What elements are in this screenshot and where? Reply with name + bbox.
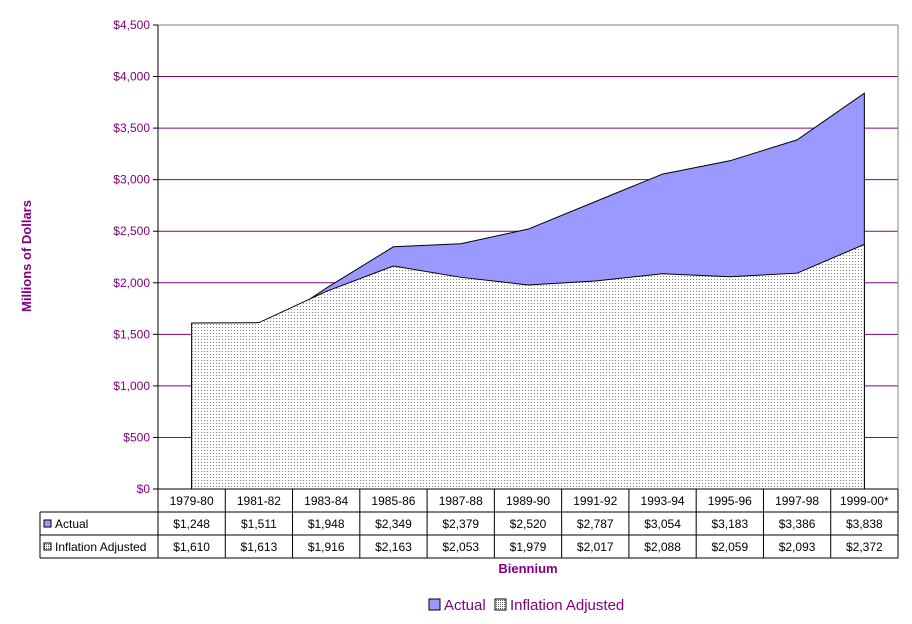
legend-key-actual [428,598,441,611]
table-value: $2,059 [711,540,748,554]
table-value: $2,017 [577,540,614,554]
x-category-label: 1997-98 [775,494,819,508]
area-inflation-adjusted [191,243,865,490]
x-axis-label: Biennium [498,561,557,576]
table-value: $2,093 [779,540,816,554]
x-category-label: 1987-88 [439,494,483,508]
y-tick-label: $2,500 [113,224,150,238]
table-value: $2,349 [375,517,412,531]
table-value: $3,054 [644,517,681,531]
table-value: $3,838 [846,517,883,531]
area-series [191,92,865,490]
table-value: $1,948 [308,517,345,531]
table-series-name: Actual [55,517,88,531]
y-tick-label: $4,500 [113,18,150,32]
x-category-label: 1991-92 [573,494,617,508]
y-tick-label: $1,500 [113,327,150,341]
x-category-label: 1979-80 [170,494,214,508]
table-value: $3,183 [711,517,748,531]
data-table: 1979-80 1981-82 1983-84 1985-86 1987-88 1989-… [39,488,899,559]
table-value: $1,613 [241,540,278,554]
table-value: $2,379 [442,517,479,531]
table-value: $1,248 [173,517,210,531]
y-tick-label: $4,000 [113,70,150,84]
table-value: $1,916 [308,540,345,554]
y-tick-label: $500 [123,430,150,444]
y-tick-label: $3,000 [113,173,150,187]
x-category-label: 1995-96 [708,494,752,508]
y-tick-label: $1,000 [113,379,150,393]
legend-key-inflation-adjusted [494,598,507,611]
table-value: $1,511 [241,517,277,531]
x-category-label: 1993-94 [641,494,685,508]
table-key-actual [43,519,52,528]
x-category-label: 1981-82 [237,494,281,508]
x-category-label: 1985-86 [371,494,415,508]
x-category-label: 1999-00* [840,494,889,508]
table-value: $1,610 [173,540,210,554]
table-value: $2,520 [510,517,547,531]
table-series-name: Inflation Adjusted [55,540,146,554]
table-value: $2,053 [442,540,479,554]
x-category-label: 1983-84 [304,494,348,508]
y-axis-label: Millions of Dollars [19,200,34,312]
x-category-label: 1989-90 [506,494,550,508]
table-value: $2,787 [577,517,614,531]
y-tick-label: $2,000 [113,276,150,290]
legend: Actual Inflation Adjusted [428,597,624,614]
legend-label-actual: Actual [444,597,486,614]
table-value: $2,088 [644,540,681,554]
legend-label-inflation-adjusted: Inflation Adjusted [510,597,624,614]
y-tick-label: $3,500 [113,121,150,135]
table-value: $2,372 [846,540,883,554]
table-value: $3,386 [779,517,816,531]
table-key-inflation-adjusted [43,542,52,551]
table-value: $2,163 [375,540,412,554]
table-value: $1,979 [510,540,547,554]
y-axis-tick-labels: $0 $500 $1,000 $1,500 $2,000 $2,500 $3,000 $3,5… [113,18,158,496]
y-tick-label: $0 [137,482,151,496]
